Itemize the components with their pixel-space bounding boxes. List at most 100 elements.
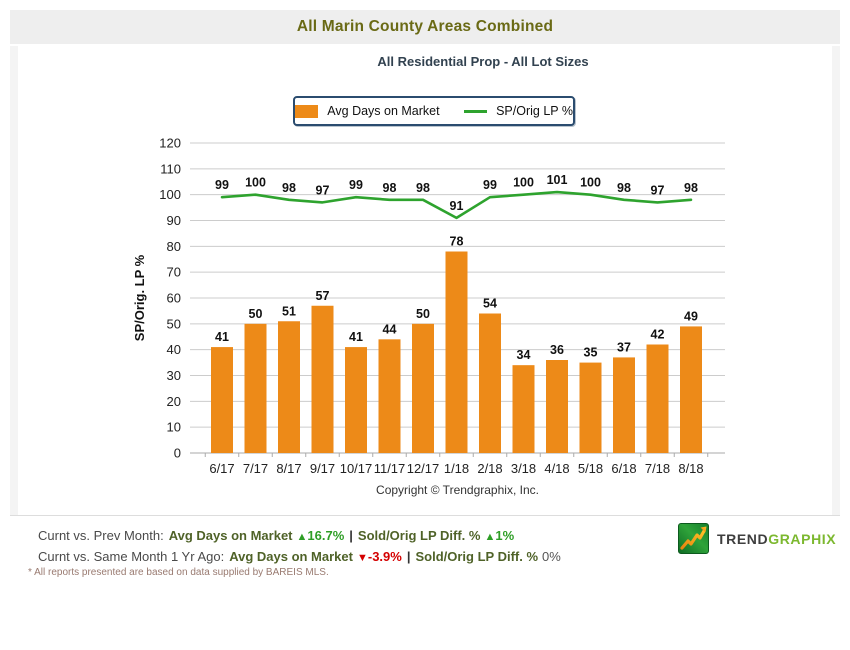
- bar-value-labels: 41 50 51 57 41 44 50 78 54 34 36 35 37 42 49: [215, 235, 698, 363]
- logo-wordmark: TRENDGRAPHIX: [717, 531, 836, 547]
- up-triangle-icon: ▲: [484, 531, 496, 543]
- stat-value: 0%: [542, 549, 561, 564]
- bar: [646, 344, 669, 453]
- bar: [546, 360, 568, 453]
- bar-series-swatch: [295, 104, 319, 118]
- chart-subtitle: All Residential Prop - All Lot Sizes: [377, 54, 589, 69]
- svg-text:91: 91: [450, 199, 464, 213]
- svg-text:50: 50: [416, 307, 430, 321]
- svg-text:34: 34: [517, 348, 531, 362]
- svg-text:97: 97: [316, 183, 330, 197]
- svg-text:9/17: 9/17: [310, 461, 335, 476]
- bars-series: [211, 251, 702, 453]
- svg-text:3/18: 3/18: [511, 461, 536, 476]
- svg-text:51: 51: [282, 304, 296, 318]
- svg-text:70: 70: [167, 265, 181, 280]
- stat-value: 16.7%: [307, 528, 345, 543]
- svg-text:98: 98: [383, 181, 397, 195]
- svg-text:57: 57: [316, 289, 330, 303]
- svg-text:78: 78: [450, 235, 464, 249]
- x-axis-labels: 6/17 7/17 8/17 9/17 10/17 11/17 12/17 1/18 2/18 3…: [209, 461, 703, 476]
- svg-text:90: 90: [167, 213, 181, 228]
- svg-text:30: 30: [167, 368, 181, 383]
- svg-text:41: 41: [349, 330, 363, 344]
- svg-text:0: 0: [174, 446, 181, 461]
- legend-bar-label: Avg Days on Market: [327, 104, 440, 118]
- stats-line-year-ago: Curnt vs. Same Month 1 Yr Ago: Avg Days o…: [38, 547, 561, 568]
- stat-metric: Avg Days on Market: [229, 549, 353, 564]
- svg-text:99: 99: [349, 178, 363, 192]
- line-series: [220, 190, 693, 220]
- stat-metric: Sold/Orig LP Diff. %: [415, 549, 539, 564]
- page-title: All Marin County Areas Combined: [296, 18, 554, 35]
- svg-text:80: 80: [167, 239, 181, 254]
- svg-text:50: 50: [167, 316, 181, 331]
- up-triangle-icon: ▲: [296, 531, 308, 543]
- bar: [579, 362, 602, 453]
- svg-text:97: 97: [651, 183, 665, 197]
- svg-text:50: 50: [249, 307, 263, 321]
- bar: [278, 321, 300, 453]
- svg-text:49: 49: [684, 309, 698, 323]
- svg-text:8/17: 8/17: [276, 461, 301, 476]
- report-header: All Marin County Areas Combined: [10, 10, 840, 44]
- svg-text:10/17: 10/17: [340, 461, 373, 476]
- bar: [613, 357, 635, 453]
- x-axis-ticks: [204, 453, 709, 457]
- comparison-stats: Curnt vs. Prev Month: Avg Days on Market ▲…: [38, 526, 561, 568]
- pipe-separator: |: [406, 549, 411, 564]
- svg-text:98: 98: [617, 181, 631, 195]
- svg-text:110: 110: [160, 161, 181, 176]
- svg-text:42: 42: [651, 328, 665, 342]
- svg-text:7/18: 7/18: [645, 461, 670, 476]
- trendgraphix-logo-icon: [678, 523, 709, 554]
- svg-text:41: 41: [215, 330, 229, 344]
- chart: 0 10 20 30 40 50 60 70 80 90 100 110 120 SP/Orig. LP …: [132, 136, 725, 476]
- svg-text:120: 120: [159, 136, 181, 151]
- disclaimer-note: * All reports presented are based on dat…: [28, 567, 329, 578]
- stat-value: -3.9%: [367, 549, 402, 564]
- svg-text:37: 37: [617, 340, 631, 354]
- svg-text:100: 100: [513, 176, 534, 190]
- bar: [512, 365, 535, 453]
- svg-text:7/17: 7/17: [243, 461, 268, 476]
- svg-text:100: 100: [159, 187, 181, 202]
- bar: [345, 347, 367, 453]
- copyright-note: Copyright © Trendgraphix, Inc.: [376, 483, 539, 497]
- bar: [680, 326, 702, 453]
- svg-text:44: 44: [383, 322, 397, 336]
- svg-text:6/17: 6/17: [209, 461, 234, 476]
- svg-text:98: 98: [282, 181, 296, 195]
- bar: [479, 313, 501, 453]
- svg-text:5/18: 5/18: [578, 461, 603, 476]
- stats-line-prev-month: Curnt vs. Prev Month: Avg Days on Market ▲…: [38, 526, 561, 547]
- svg-text:40: 40: [167, 342, 181, 357]
- bar: [211, 347, 233, 453]
- bar: [445, 251, 468, 453]
- y-axis-labels: 0 10 20 30 40 50 60 70 80 90 100 110 120: [159, 136, 181, 461]
- svg-text:4/18: 4/18: [544, 461, 569, 476]
- svg-text:98: 98: [416, 181, 430, 195]
- line-value-labels: 99 100 98 97 99 98 98 91 99 100 101 100 98 97 98: [215, 173, 698, 213]
- svg-text:100: 100: [580, 176, 601, 190]
- svg-text:35: 35: [584, 346, 598, 360]
- svg-text:8/18: 8/18: [678, 461, 703, 476]
- bar: [412, 323, 434, 453]
- svg-text:10: 10: [167, 420, 181, 435]
- stat-prefix: Curnt vs. Prev Month:: [38, 528, 164, 543]
- svg-text:1/18: 1/18: [444, 461, 469, 476]
- stat-metric: Avg Days on Market: [168, 528, 293, 543]
- stat-value: 1%: [495, 528, 515, 543]
- svg-text:100: 100: [245, 176, 266, 190]
- svg-text:101: 101: [547, 173, 568, 187]
- svg-text:99: 99: [215, 178, 229, 192]
- stat-prefix: Curnt vs. Same Month 1 Yr Ago:: [38, 549, 225, 564]
- line-series-swatch: [463, 109, 488, 113]
- legend-line-label: SP/Orig LP %: [496, 104, 573, 118]
- bar: [244, 323, 267, 453]
- y-axis-title: SP/Orig. LP %: [132, 254, 147, 341]
- svg-text:98: 98: [684, 181, 698, 195]
- bar: [378, 339, 401, 453]
- svg-text:20: 20: [167, 394, 181, 409]
- svg-text:99: 99: [483, 178, 497, 192]
